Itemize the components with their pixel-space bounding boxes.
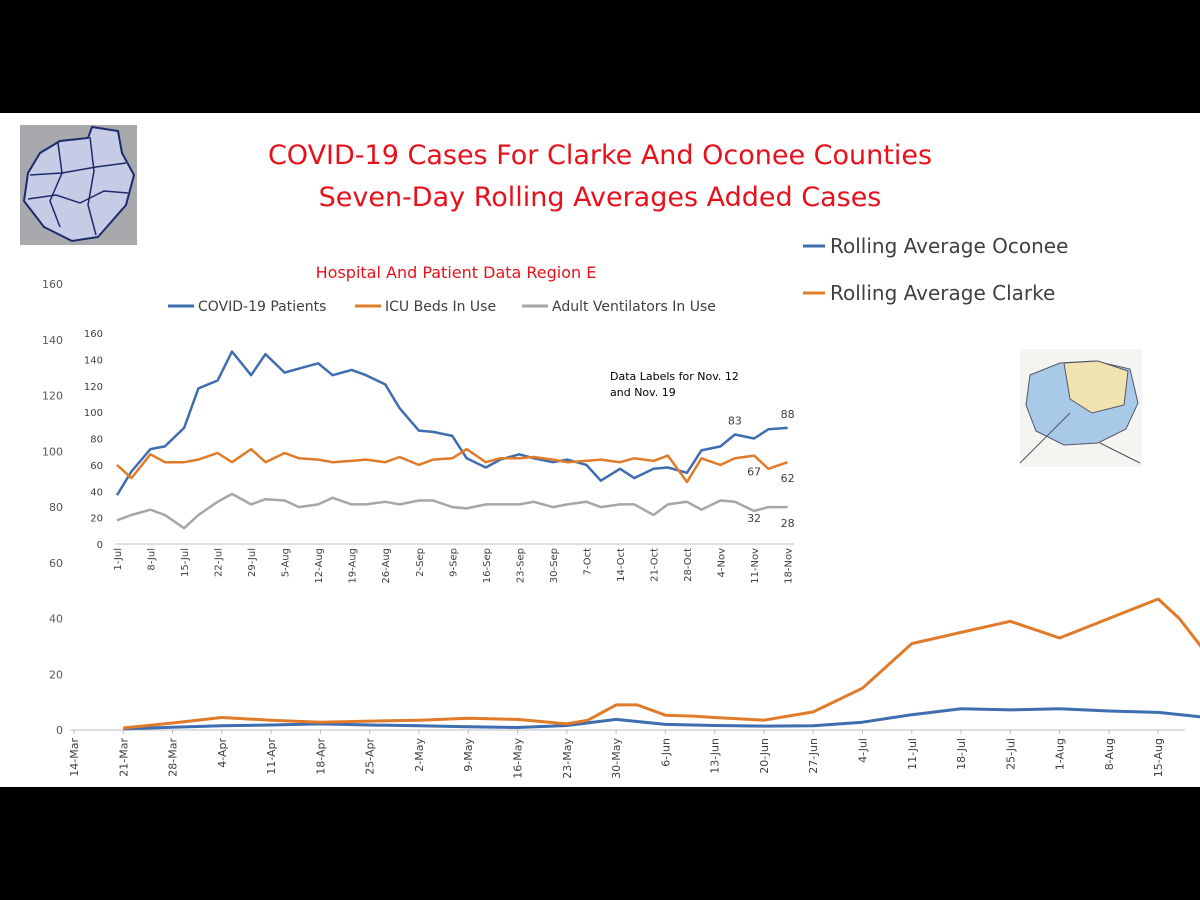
inset-x-tick-label: 18-Nov xyxy=(784,548,795,584)
chart-title-line-1: COVID-19 Cases For Clarke And Oconee Cou… xyxy=(267,140,933,171)
x-tick-label: 11-Jul xyxy=(906,738,919,770)
data-labels-note: and Nov. 19 xyxy=(610,386,676,399)
inset-x-tick-label: 30-Sep xyxy=(549,548,560,583)
inset-x-tick-label: 5-Aug xyxy=(281,548,292,577)
legend-label-rolling-average-clarke: Rolling Average Clarke xyxy=(830,281,1055,305)
y-tick-label: 140 xyxy=(42,334,63,347)
inset-x-tick-label: 9-Sep xyxy=(448,548,459,577)
x-tick-label: 1-Aug xyxy=(1054,738,1067,770)
x-tick-label: 13-Jun xyxy=(709,738,722,774)
y-tick-label: 100 xyxy=(42,445,63,458)
inset-x-tick-label: 4-Nov xyxy=(717,548,728,578)
y-tick-label: 0 xyxy=(56,724,63,737)
inset-x-tick-label: 14-Oct xyxy=(616,548,627,582)
y-tick-label: 20 xyxy=(49,668,63,681)
inset-x-tick-label: 7-Oct xyxy=(582,548,593,576)
inset-x-tick-label: 2-Sep xyxy=(415,548,426,577)
x-tick-label: 23-May xyxy=(561,738,574,779)
x-tick-label: 15-Aug xyxy=(1152,738,1165,777)
x-tick-label: 18-Apr xyxy=(314,738,327,775)
inset-series-line-covid-19-patients xyxy=(115,350,788,496)
inset-y-tick-label: 140 xyxy=(84,355,103,366)
x-tick-label: 14-Mar xyxy=(68,738,81,777)
x-tick-label: 20-Jun xyxy=(758,738,771,774)
inset-data-label: 83 xyxy=(728,415,742,428)
inset-data-label: 32 xyxy=(747,512,761,525)
inset-x-tick-label: 15-Jul xyxy=(180,548,191,577)
inset-x-tick-label: 1-Jul xyxy=(113,548,124,571)
inset-y-tick-label: 60 xyxy=(90,461,103,472)
x-tick-label: 8-Aug xyxy=(1103,738,1116,770)
region-e-county-map-icon xyxy=(20,125,137,245)
inset-x-tick-label: 16-Sep xyxy=(482,548,493,583)
series-line-rolling-average-clarke xyxy=(123,597,1200,730)
x-tick-label: 28-Mar xyxy=(167,738,180,777)
inset-data-label: 67 xyxy=(747,466,761,479)
inset-x-tick-label: 29-Jul xyxy=(247,548,258,577)
legend-label-rolling-average-oconee: Rolling Average Oconee xyxy=(830,234,1068,258)
inset-x-tick-label: 12-Aug xyxy=(314,548,325,584)
x-tick-label: 27-Jun xyxy=(807,738,820,774)
x-tick-label: 9-May xyxy=(462,738,475,772)
inset-x-tick-label: 22-Jul xyxy=(214,548,225,577)
x-tick-label: 21-Mar xyxy=(117,738,130,777)
inset-data-label: 62 xyxy=(781,472,795,485)
y-tick-label: 160 xyxy=(42,278,63,291)
series-line-rolling-average-oconee xyxy=(123,707,1200,731)
x-tick-label: 6-Jun xyxy=(659,738,672,767)
covid-chart: 0 20 40 60 80 100 120 140 160 14-Mar 21-Mar 28-Mar 4… xyxy=(20,125,1200,779)
inset-y-tick-label: 20 xyxy=(90,514,103,525)
y-tick-label: 40 xyxy=(49,613,63,626)
inset-y-tick-label: 100 xyxy=(84,408,103,419)
inset-data-label: 88 xyxy=(781,408,795,421)
inset-x-tick-label: 11-Nov xyxy=(750,548,761,584)
x-tick-label: 4-Jul xyxy=(856,738,869,763)
chart-panel: COVID-19 Cases For Clarke And Oconee Cou… xyxy=(0,113,1200,787)
x-tick-label: 25-Jul xyxy=(1004,738,1017,770)
inset-y-tick-label: 120 xyxy=(84,382,103,393)
x-tick-label: 16-May xyxy=(512,738,525,779)
inset-series-line-icu-beds-in-use xyxy=(116,447,789,484)
hospital-inset-chart: Hospital And Patient Data Region E COVID-… xyxy=(84,263,795,584)
y-tick-label: 80 xyxy=(49,501,63,514)
inset-chart-title: Hospital And Patient Data Region E xyxy=(316,263,597,282)
chart-title-line-2: Seven-Day Rolling Averages Added Cases xyxy=(318,182,882,213)
rolling-average-chart: 0 20 40 60 80 100 120 140 160 14-Mar 21-Mar 28-Mar 4… xyxy=(42,234,1200,779)
x-tick-label: 25-Apr xyxy=(364,738,377,775)
inset-y-tick-label: 40 xyxy=(90,487,103,498)
inset-y-tick-label: 160 xyxy=(84,329,103,340)
x-tick-label: 11-Apr xyxy=(265,738,278,775)
inset-x-tick-label: 8-Jul xyxy=(147,548,158,571)
inset-y-tick-label: 0 xyxy=(97,540,103,551)
y-tick-label: 60 xyxy=(49,557,63,570)
x-tick-label: 18-Jul xyxy=(955,738,968,770)
legend-label-icu-beds-in-use: ICU Beds In Use xyxy=(385,299,496,315)
data-labels-note: Data Labels for Nov. 12 xyxy=(610,370,739,383)
legend-label-adult-ventilators-in-use: Adult Ventilators In Use xyxy=(552,299,716,315)
inset-x-tick-label: 26-Aug xyxy=(381,548,392,584)
x-tick-label: 30-May xyxy=(610,738,623,779)
clarke-oconee-county-map-icon xyxy=(1019,349,1142,467)
inset-data-label: 28 xyxy=(781,517,795,530)
x-tick-label: 2-May xyxy=(413,738,426,772)
inset-x-tick-label: 19-Aug xyxy=(348,548,359,584)
inset-x-tick-label: 23-Sep xyxy=(515,548,526,583)
inset-series-line-adult-ventilators-in-use xyxy=(116,492,788,530)
inset-x-tick-label: 28-Oct xyxy=(683,548,694,582)
inset-y-tick-label: 80 xyxy=(90,435,103,446)
x-tick-label: 4-Apr xyxy=(216,738,229,768)
y-tick-label: 120 xyxy=(42,390,63,403)
inset-x-tick-label: 21-Oct xyxy=(649,548,660,582)
legend-label-covid-19-patients: COVID-19 Patients xyxy=(198,299,326,315)
